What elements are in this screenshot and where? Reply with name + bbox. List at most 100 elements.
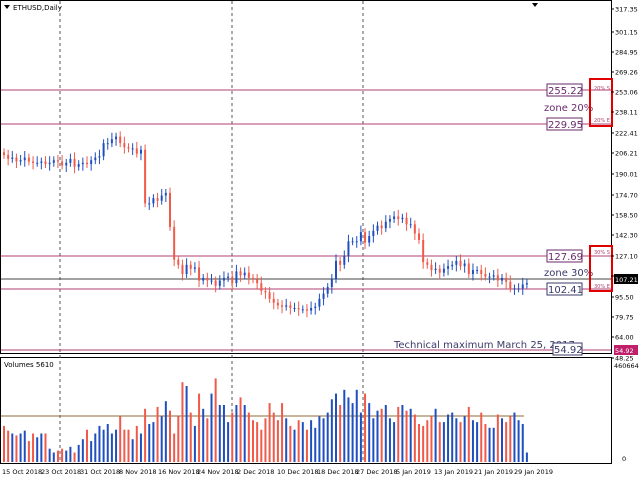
dropdown-triangle-icon[interactable] [4, 5, 10, 9]
volume-bar [214, 378, 217, 462]
candle-body [513, 288, 516, 290]
volume-bar [202, 408, 205, 462]
candle-body [260, 283, 263, 291]
candle [227, 272, 230, 282]
candle-body [69, 158, 72, 163]
volume-bar [86, 429, 88, 462]
candle-body [376, 225, 379, 231]
zone30-box[interactable] [589, 245, 613, 292]
candle-body [517, 288, 520, 290]
candle [152, 194, 155, 208]
volume-bar [368, 403, 371, 462]
volume-bar [61, 448, 64, 462]
candle-body [355, 241, 358, 243]
volume-bar [339, 405, 342, 462]
date-label: 31 Oct 2018 [80, 468, 120, 476]
date-label: 5 Jan 2019 [396, 468, 431, 476]
volume-bar [65, 450, 68, 462]
candle-body [52, 160, 55, 163]
candle [40, 157, 43, 170]
volume-bar [156, 406, 159, 462]
candle-body [405, 217, 408, 225]
candle-body [139, 149, 142, 154]
label-255-box [546, 83, 583, 97]
candle [106, 137, 109, 150]
candle-body [467, 263, 470, 274]
volume-bar [434, 408, 437, 462]
candle-body [521, 284, 524, 289]
volume-bar [476, 422, 479, 462]
shift-marker-icon[interactable] [532, 3, 538, 7]
candle [86, 156, 88, 169]
candle [496, 268, 499, 288]
volume-bar [144, 408, 147, 462]
volume-bar [430, 416, 433, 462]
marker-price-tag [614, 345, 638, 355]
candle [210, 273, 213, 285]
candle-body [239, 271, 242, 276]
volume-bar [305, 429, 308, 462]
volume-bar [148, 424, 151, 462]
candle [231, 271, 234, 290]
candle-body [418, 233, 420, 240]
candle-body [393, 216, 396, 220]
candle-body [285, 305, 288, 307]
volume-series [3, 378, 528, 462]
volume-bar [314, 427, 317, 462]
tech-max-label: Technical maximum March 25, 2017 [393, 340, 575, 351]
period-separators [59, 1, 364, 463]
candle-body [7, 154, 10, 159]
candle-body [442, 268, 445, 273]
volume-bar [405, 410, 408, 462]
zone20-label: zone 20% [544, 103, 593, 114]
candle-body [368, 236, 371, 243]
candle-body [40, 161, 43, 163]
marker-price-value: 54.92 [615, 347, 634, 355]
candle-body [484, 273, 487, 277]
candle-body [210, 280, 213, 282]
volume-bar [372, 418, 375, 462]
volume-bar [173, 433, 176, 462]
candle [413, 220, 416, 240]
candle [281, 300, 284, 314]
candlestick-series [3, 131, 528, 318]
candle [305, 304, 308, 318]
candle-body [281, 305, 284, 307]
volume-bar [115, 429, 118, 462]
volume-bar [463, 416, 466, 462]
candle [156, 192, 159, 208]
label-102-box [546, 282, 583, 296]
volume-bar [401, 405, 404, 462]
candle [438, 264, 441, 280]
candle-body [413, 224, 416, 234]
price-tick-label: 222.41 [615, 130, 638, 138]
symbol-title: ETHUSD,Daily [13, 4, 62, 12]
candle [36, 156, 39, 167]
volume-bar [480, 412, 483, 462]
volume-bar [189, 412, 192, 462]
volume-bar [413, 414, 416, 462]
candle [347, 234, 350, 263]
candle [193, 262, 196, 273]
zone-boxes: 20% S 20% E 30% S 30% E [589, 78, 613, 292]
zone20-box[interactable] [589, 78, 613, 127]
volume-bar [152, 422, 155, 462]
candle [218, 275, 221, 290]
candle [463, 259, 466, 273]
candle [264, 287, 267, 299]
volume-bar [525, 452, 528, 462]
date-label: 24 Nov 2018 [197, 468, 239, 476]
volume-bar [210, 393, 213, 462]
candle [52, 156, 55, 167]
candle-body [256, 279, 259, 284]
candle [405, 212, 408, 231]
date-label: 21 Jan 2019 [474, 468, 513, 476]
candle [44, 156, 47, 169]
candle-body [451, 264, 454, 267]
volume-bar [330, 399, 333, 462]
volume-bar [235, 405, 238, 462]
candle [393, 211, 396, 223]
volume-bar [513, 412, 516, 462]
volume-bar [388, 418, 391, 462]
candle-body [23, 157, 26, 161]
